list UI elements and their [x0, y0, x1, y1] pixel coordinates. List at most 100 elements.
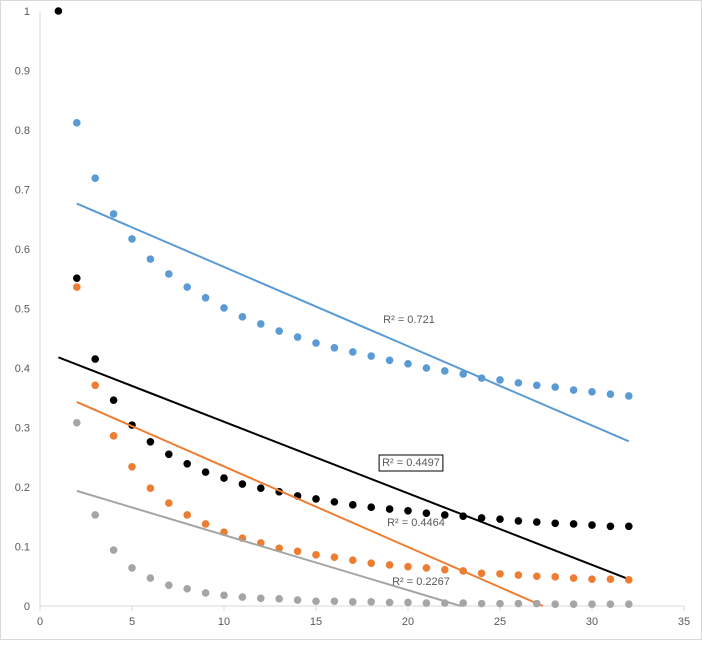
data-point-gray: [165, 581, 173, 589]
data-point-blue: [220, 304, 228, 312]
data-point-gray: [606, 600, 615, 609]
data-point-blue: [183, 283, 191, 291]
data-point-gray: [275, 595, 284, 603]
data-point-gray: [257, 594, 265, 603]
data-point-blue: [293, 333, 302, 341]
data-point-blue: [569, 386, 578, 394]
data-point-orange: [459, 567, 468, 575]
data-point-blue: [404, 360, 412, 368]
data-point-orange: [385, 561, 394, 569]
data-point-blue: [201, 293, 210, 302]
data-point-black: [441, 511, 449, 519]
data-point-black: [349, 501, 357, 509]
data-point-blue: [496, 376, 504, 384]
y-tick-label: 1: [24, 6, 30, 18]
data-point-gray: [312, 597, 320, 606]
y-tick-label: 0.2: [15, 482, 30, 494]
data-point-black: [220, 474, 228, 482]
data-point-black: [109, 396, 118, 404]
data-point-gray: [146, 574, 155, 582]
data-point-gray: [330, 597, 339, 606]
data-point-black: [54, 7, 63, 15]
data-point-orange: [404, 562, 412, 571]
data-point-blue: [109, 210, 118, 218]
r2-label-black: R² = 0.4497: [382, 457, 440, 469]
y-tick-label: 0.9: [15, 66, 30, 78]
data-point-orange: [514, 571, 523, 579]
r2-label-orange: R² = 0.4464: [387, 517, 445, 529]
data-point-blue: [459, 370, 468, 378]
data-point-gray: [588, 600, 596, 609]
data-point-blue: [91, 174, 99, 182]
y-tick-label: 0: [24, 601, 30, 613]
data-point-black: [606, 522, 615, 531]
trendline-orange: [76, 401, 544, 607]
data-point-black: [183, 459, 191, 468]
data-point-black: [165, 450, 173, 459]
data-point-gray: [73, 418, 81, 427]
data-point-orange: [312, 551, 320, 559]
data-point-gray: [404, 598, 412, 607]
data-point-gray: [293, 596, 302, 604]
data-point-gray: [201, 589, 210, 597]
x-tick-label: 20: [402, 616, 414, 628]
data-point-black: [385, 505, 394, 513]
data-point-blue: [312, 339, 320, 347]
data-point-black: [201, 468, 210, 476]
data-point-blue: [514, 379, 523, 387]
data-point-black: [551, 519, 559, 528]
data-point-black: [459, 512, 468, 520]
data-point-blue: [73, 119, 81, 127]
data-point-orange: [165, 499, 173, 507]
r2-label-box: [378, 454, 444, 472]
data-point-gray: [238, 593, 247, 601]
data-point-orange: [201, 520, 210, 528]
data-point-black: [257, 484, 265, 492]
data-point-black: [330, 498, 339, 506]
data-point-orange: [533, 572, 541, 581]
data-point-orange: [551, 573, 559, 581]
data-point-blue: [367, 352, 376, 360]
x-tick-label: 10: [218, 616, 230, 628]
data-point-gray: [385, 598, 394, 607]
x-tick-label: 5: [129, 616, 135, 628]
data-point-orange: [367, 559, 376, 567]
trendline-black: [58, 356, 630, 581]
data-point-black: [533, 518, 541, 526]
data-point-orange: [73, 283, 81, 291]
x-tick-label: 0: [37, 616, 43, 628]
data-point-blue: [275, 327, 284, 335]
data-point-gray: [220, 591, 228, 600]
data-point-gray: [514, 599, 523, 608]
trendline-gray: [76, 489, 462, 607]
data-point-black: [588, 521, 596, 529]
data-point-orange: [293, 547, 302, 556]
data-point-gray: [109, 546, 118, 554]
data-point-gray: [128, 564, 136, 572]
data-point-black: [367, 503, 376, 512]
data-point-gray: [459, 599, 468, 607]
data-point-black: [73, 274, 81, 282]
data-point-blue: [330, 343, 339, 352]
data-point-blue: [477, 374, 486, 382]
data-point-orange: [477, 569, 486, 578]
y-tick-label: 0.4: [15, 363, 30, 375]
y-tick-label: 0.7: [15, 185, 30, 197]
data-point-gray: [441, 599, 449, 607]
data-point-black: [569, 520, 578, 528]
data-point-orange: [128, 462, 136, 471]
x-tick-label: 15: [310, 616, 322, 628]
data-point-gray: [533, 599, 541, 608]
data-point-orange: [91, 381, 99, 390]
x-tick-label: 35: [678, 616, 690, 628]
trendline-blue: [76, 202, 630, 443]
data-point-black: [146, 437, 155, 446]
data-point-gray: [422, 599, 431, 607]
data-point-orange: [422, 564, 431, 572]
data-point-gray: [91, 511, 99, 519]
data-point-blue: [551, 383, 559, 391]
data-point-orange: [441, 565, 449, 574]
data-point-orange: [606, 575, 615, 584]
